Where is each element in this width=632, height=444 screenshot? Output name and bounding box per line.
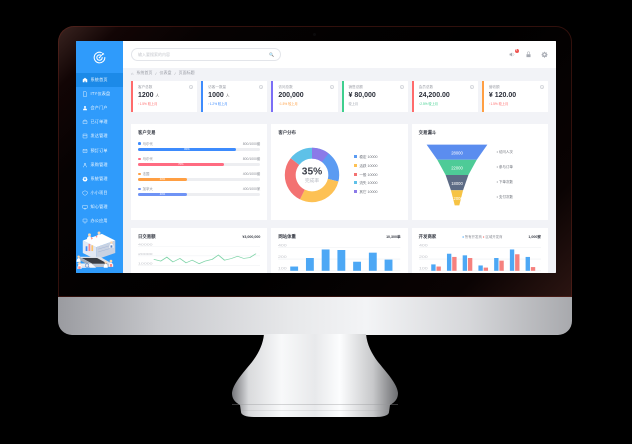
svg-text:200: 200 xyxy=(278,255,287,259)
svg-text:12000: 12000 xyxy=(451,196,463,201)
svg-text:28000: 28000 xyxy=(451,150,463,155)
svg-text:10000: 10000 xyxy=(138,262,153,265)
svg-text:100: 100 xyxy=(278,267,287,271)
svg-text:18000: 18000 xyxy=(451,181,463,186)
svg-text:22000: 22000 xyxy=(451,166,463,171)
svg-text:20000: 20000 xyxy=(138,252,153,255)
svg-text:200: 200 xyxy=(419,255,428,259)
svg-text:400: 400 xyxy=(278,243,287,247)
svg-text:100: 100 xyxy=(419,267,428,271)
svg-text:40000: 40000 xyxy=(138,243,153,246)
svg-text:完成率: 完成率 xyxy=(305,177,320,184)
svg-text:400: 400 xyxy=(419,243,428,247)
svg-text:35%: 35% xyxy=(302,166,322,177)
